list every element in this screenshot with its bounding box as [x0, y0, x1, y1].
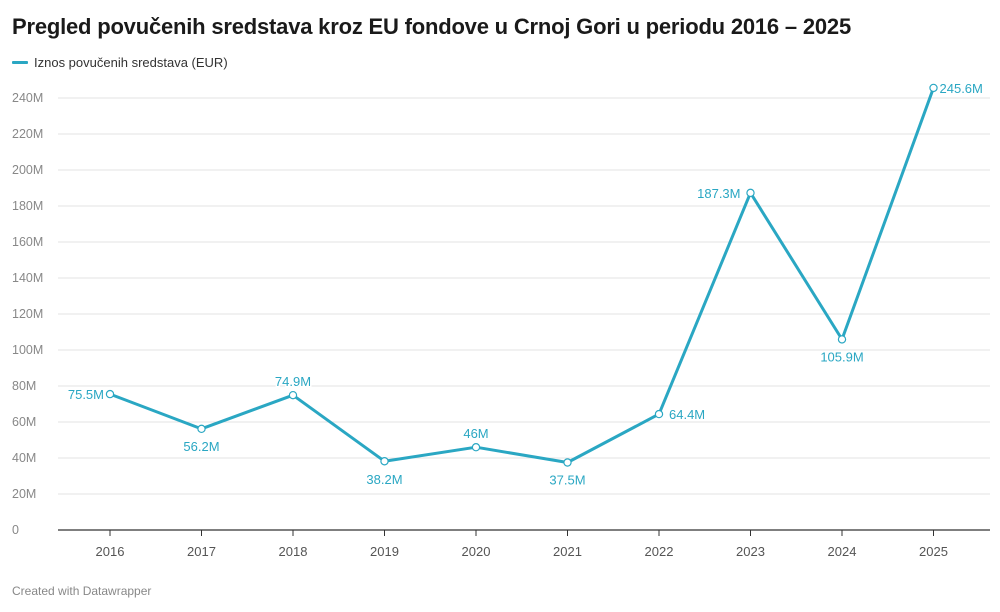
- data-point: [746, 188, 755, 198]
- y-tick-label: 20M: [12, 487, 36, 501]
- data-label: 37.5M: [549, 473, 585, 488]
- y-tick-label: 0: [12, 523, 19, 537]
- data-point: [197, 424, 206, 434]
- legend-label: Iznos povučenih sredstava (EUR): [34, 55, 228, 70]
- series-line-layer: [108, 86, 935, 464]
- data-label: 187.3M: [697, 186, 740, 201]
- x-tick-label: 2019: [370, 544, 399, 559]
- data-point: [563, 458, 572, 467]
- x-tick-label: 2022: [645, 544, 674, 559]
- x-axis: 2016 2017 2018 2019 2020 2021 2022 2023 2024 2025: [96, 530, 948, 559]
- x-tick-label: 2016: [96, 544, 125, 559]
- data-label: 46M: [463, 426, 488, 441]
- legend-swatch: [12, 61, 28, 64]
- data-point: [929, 83, 938, 93]
- y-tick-label: 180M: [12, 199, 43, 213]
- series-line: [108, 86, 935, 464]
- y-tick-label: 120M: [12, 307, 43, 321]
- x-tick-label: 2025: [919, 544, 948, 559]
- data-label: 74.9M: [275, 374, 311, 389]
- x-tick-label: 2021: [553, 544, 582, 559]
- data-point: [105, 389, 115, 399]
- x-tick-label: 2017: [187, 544, 216, 559]
- x-tick-label: 2023: [736, 544, 765, 559]
- x-tick-label: 2018: [279, 544, 308, 559]
- y-tick-label: 160M: [12, 235, 43, 249]
- y-tick-label: 240M: [12, 91, 43, 105]
- footer-credit: Created with Datawrapper: [12, 584, 152, 598]
- x-tick-label: 2020: [462, 544, 491, 559]
- y-tick-label: 60M: [12, 415, 36, 429]
- data-label: 245.6M: [940, 81, 983, 96]
- data-point: [837, 335, 847, 344]
- y-tick-label: 40M: [12, 451, 36, 465]
- data-point: [380, 457, 389, 466]
- y-tick-label: 80M: [12, 379, 36, 393]
- data-point: [654, 409, 664, 419]
- data-label: 64.4M: [669, 407, 705, 422]
- data-point: [288, 390, 298, 400]
- data-label: 38.2M: [366, 472, 402, 487]
- y-tick-label: 140M: [12, 271, 43, 285]
- y-tick-label: 200M: [12, 163, 43, 177]
- data-points: [105, 83, 938, 467]
- data-label: 56.2M: [183, 439, 219, 454]
- data-labels: 75.5M 56.2M 74.9M 38.2M 46M 37.5M 64.4M 187.3M 1…: [66, 79, 984, 489]
- data-point: [471, 443, 481, 452]
- legend: Iznos povučenih sredstava (EUR): [12, 55, 228, 70]
- chart-title: Pregled povučenih sredstava kroz EU fond…: [12, 14, 851, 39]
- gridlines: 0 20M 40M 60M 80M 100M 120M 140M 160M 180M 200M 220…: [12, 91, 990, 537]
- data-label: 105.9M: [820, 349, 863, 364]
- y-tick-label: 100M: [12, 343, 43, 357]
- y-tick-label: 220M: [12, 127, 43, 141]
- x-tick-label: 2024: [828, 544, 857, 559]
- data-label: 75.5M: [68, 387, 104, 402]
